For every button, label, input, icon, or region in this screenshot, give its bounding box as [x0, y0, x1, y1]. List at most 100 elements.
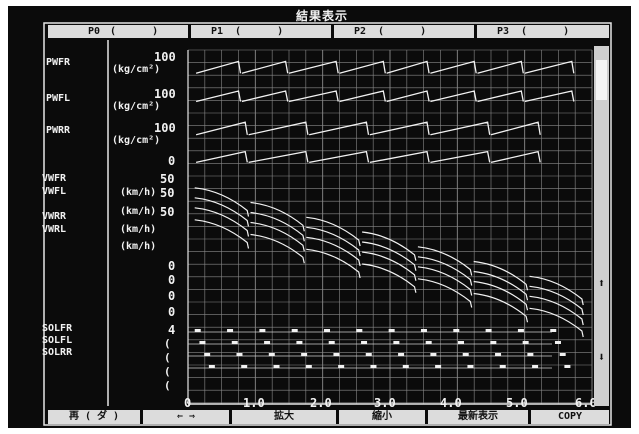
scale-max-pwfr: 100: [154, 50, 176, 64]
scale-zero-vwfr: 0: [168, 259, 176, 273]
replay-button[interactable]: 再 ( ダ ): [48, 410, 140, 424]
tab-p1-label: P1: [211, 26, 224, 37]
scale-zero-vwrr: 0: [168, 289, 176, 303]
scale-zero-vwrl: 0: [168, 305, 176, 319]
trace-pwrl: [195, 150, 541, 164]
solenoid-pulse: [365, 353, 372, 356]
tab-p3-label: P3: [497, 26, 510, 37]
channel-name-vwrr: VWRR: [42, 211, 67, 222]
scale-unit-pwrr: (kg/cm²): [112, 135, 161, 146]
scale-zero-pwrl: 0: [168, 154, 176, 168]
solenoid-pulse: [388, 329, 395, 332]
trace-pwfr: [195, 60, 575, 74]
tab-p1-bracket: ( ): [235, 26, 284, 37]
solenoid-pulse: [532, 365, 539, 368]
solenoid-pulse: [458, 341, 465, 344]
channel-name-pwfr: PWFR: [46, 57, 71, 68]
scroll-down-arrow-icon[interactable]: ⬇: [597, 350, 606, 364]
channel-name-solfr: SOLFR: [42, 323, 73, 334]
waveform-chart: [43, 22, 612, 426]
scale-max-vwfr: 50: [160, 172, 175, 186]
solenoid-pulse: [435, 365, 442, 368]
scrollbar-thumb[interactable]: [596, 60, 607, 100]
solenoid-pulse: [227, 329, 234, 332]
channel-name-pwrr: PWRR: [46, 125, 71, 136]
channel-name-vwfl: VWFL: [42, 186, 67, 197]
solenoid-pulse: [291, 329, 298, 332]
scroll-left-right-button[interactable]: ⇐ ⇒: [143, 410, 229, 424]
tab-p0-bracket: ( ): [110, 26, 159, 37]
tab-p0-label: P0: [88, 26, 101, 37]
x-tick-3: 3.0: [374, 396, 396, 410]
solenoid-pulse: [199, 341, 206, 344]
vertical-scrollbar[interactable]: ⬆ ⬇: [594, 46, 609, 406]
trace-velocity-2: [194, 197, 584, 316]
tab-p3[interactable]: P3 ( ): [477, 25, 609, 38]
zoom-in-button[interactable]: 拡大: [232, 410, 336, 424]
x-tick-0: 0: [184, 396, 192, 410]
solenoid-pulse: [324, 329, 331, 332]
channel-name-vwfr: VWFR: [42, 173, 67, 184]
solenoid-pulse: [453, 329, 460, 332]
scroll-up-arrow-icon[interactable]: ⬆: [597, 276, 606, 290]
solenoid-pulse: [490, 341, 497, 344]
scale-unit-vwfl: (km/h): [120, 187, 157, 198]
solenoid-pulse: [236, 353, 243, 356]
solenoid-pulse: [564, 365, 571, 368]
solenoid-pulse: [208, 365, 215, 368]
scale-unit-pwfr: (kg/cm²): [112, 64, 161, 75]
solenoid-pulse: [420, 329, 427, 332]
solenoid-pulse: [268, 353, 275, 356]
tab-p2[interactable]: P2 ( ): [334, 25, 474, 38]
scale-max-solfr: 4: [168, 323, 176, 337]
tab-p2-bracket: ( ): [378, 26, 427, 37]
screen-frame: [43, 22, 612, 426]
scale-zero-vwfl: 0: [168, 273, 176, 287]
x-tick-1: 1.0: [243, 396, 265, 410]
solenoid-pulse: [333, 353, 340, 356]
solenoid-pulse: [527, 353, 534, 356]
tab-p3-bracket: ( ): [521, 26, 570, 37]
solenoid-pulse: [462, 353, 469, 356]
solenoid-pulse: [356, 329, 363, 332]
scale-unit-vwrr: (km/h): [120, 206, 157, 217]
solenoid-pulse: [559, 353, 566, 356]
scale-max-pwrr: 100: [154, 121, 176, 135]
x-tick-4: 4.0: [440, 396, 462, 410]
solenoid-pulse: [425, 341, 432, 344]
scale-max-pwfl: 100: [154, 87, 176, 101]
solenoid-pulse: [499, 365, 506, 368]
scale-unit-solfr: (: [164, 379, 171, 392]
channel-name-vwrl: VWRL: [42, 224, 67, 235]
trace-velocity-3: [194, 207, 584, 326]
channel-name-pwfl: PWFL: [46, 93, 71, 104]
copy-button[interactable]: COPY: [531, 410, 609, 424]
solenoid-pulse: [370, 365, 377, 368]
solenoid-pulse: [241, 365, 248, 368]
scale-unit-vwrl: (km/h): [120, 224, 157, 235]
solenoid-pulse: [361, 341, 368, 344]
solenoid-pulse: [485, 329, 492, 332]
x-tick-5: 5.0: [506, 396, 528, 410]
scale-unit-solfl: (: [164, 337, 171, 350]
scale-unit-solrr: (: [164, 351, 171, 364]
scale-unit-solrl: (: [164, 365, 171, 378]
tab-p0[interactable]: P0 ( ): [48, 25, 188, 38]
tab-p1[interactable]: P1 ( ): [191, 25, 331, 38]
result-screen: 結果表示 P0 ( ) P1 ( ) P2 ( ) P3 ( ) PWFR PW…: [8, 6, 631, 428]
trace-pwrr: [195, 121, 541, 136]
solenoid-pulse: [430, 353, 437, 356]
trace-pwfl: [195, 90, 575, 103]
latest-display-button[interactable]: 最新表示: [428, 410, 528, 424]
solenoid-pulse: [517, 329, 524, 332]
solenoid-pulse: [301, 353, 308, 356]
solenoid-pulse: [273, 365, 280, 368]
trace-velocity-1: [194, 187, 584, 306]
scale-max-vwrr: 50: [160, 205, 175, 219]
solenoid-pulse: [467, 365, 474, 368]
trace-velocity-4: [194, 219, 584, 338]
window-title: 結果表示: [296, 9, 349, 23]
zoom-out-button[interactable]: 縮小: [339, 410, 425, 424]
solenoid-pulse: [402, 365, 409, 368]
scale-unit-pwfl: (kg/cm²): [112, 101, 161, 112]
